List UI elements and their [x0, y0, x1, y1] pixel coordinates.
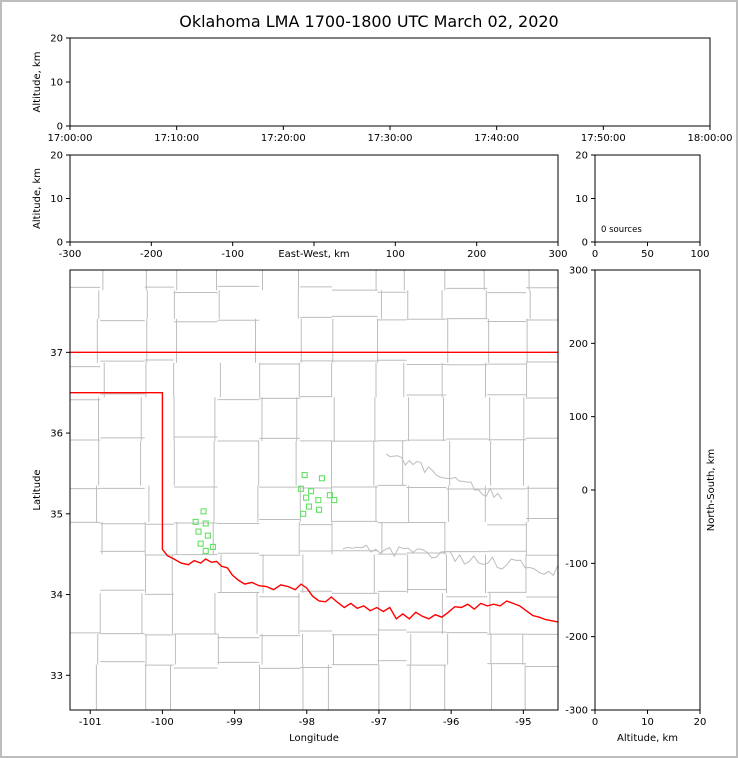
source-marker — [197, 540, 204, 547]
source-marker — [202, 520, 209, 527]
y-tick-label: -100 — [565, 559, 588, 570]
axes-box — [69, 269, 559, 711]
source-marker — [308, 488, 315, 495]
source-marker — [303, 494, 310, 501]
x-tick-label: 100 — [690, 249, 709, 260]
source-marker — [300, 510, 307, 517]
axes-box — [69, 37, 711, 127]
river-line — [385, 453, 503, 500]
x-tick-label: 18:00:00 — [688, 133, 733, 144]
source-marker — [209, 543, 216, 550]
x-tick-label: -200 — [140, 249, 163, 260]
state-border — [70, 351, 558, 623]
lightning-sources — [192, 472, 338, 555]
source-marker — [301, 472, 308, 479]
x-tick-label: 200 — [467, 249, 486, 260]
y-axis-label-right: North-South, km — [706, 449, 717, 532]
x-tick-label: 17:20:00 — [261, 133, 306, 144]
y-tick-label: -200 — [565, 632, 588, 643]
y-axis-label: Altitude, km — [32, 168, 43, 229]
source-marker — [326, 492, 333, 499]
state-border-west-south — [70, 392, 558, 623]
axes-box — [69, 154, 559, 243]
x-tick-label: 17:00:00 — [48, 133, 93, 144]
y-tick-label: 10 — [50, 194, 63, 205]
x-tick-label: 0 — [592, 249, 598, 260]
x-tick-label: 100 — [386, 249, 405, 260]
figure-title: Oklahoma LMA 1700-1800 UTC March 02, 202… — [179, 12, 559, 31]
x-axis-label: East-West, km — [278, 249, 349, 260]
source-marker — [204, 532, 211, 539]
x-tick-label: 0 — [592, 717, 598, 728]
source-marker — [202, 547, 209, 555]
x-tick-label: -96 — [443, 717, 459, 728]
x-tick-label: 17:40:00 — [474, 133, 519, 144]
source-marker — [315, 497, 322, 504]
panel-plan_map: -101 -100 -99 -98 -97 -96 -95 33 34 35 36 37 Longitu… — [32, 269, 559, 744]
y-axis-label: Latitude — [32, 469, 43, 510]
source-marker — [316, 506, 323, 513]
y-tick-label: 20 — [575, 151, 588, 162]
y-axis-label: Altitude, km — [32, 52, 43, 113]
y-tick-label: 0 — [57, 122, 63, 133]
map-content — [70, 270, 558, 710]
axes-box — [594, 154, 701, 243]
x-tick-label: -101 — [79, 717, 102, 728]
x-tick-label: -95 — [515, 717, 531, 728]
x-tick-label: -100 — [221, 249, 244, 260]
x-tick-label: 20 — [694, 717, 707, 728]
x-tick-label: 17:50:00 — [581, 133, 626, 144]
x-tick-label: -97 — [371, 717, 387, 728]
source-marker — [331, 497, 338, 504]
x-tick-label: 300 — [548, 249, 567, 260]
panel-time_height: 17:00:00 17:10:00 17:20:00 17:30:00 17:40:00… — [32, 34, 732, 145]
y-tick-label: -300 — [565, 706, 588, 717]
x-tick-label: -99 — [226, 717, 242, 728]
y-tick-label: 35 — [50, 509, 63, 520]
y-tick-label: 0 — [57, 238, 63, 249]
y-tick-label: 33 — [50, 671, 63, 682]
y-tick-label: 34 — [50, 590, 63, 601]
panel-alt_histogram: 0 50 100 0 10 20 0 sources — [575, 151, 709, 261]
y-tick-label: 0 — [582, 486, 588, 497]
panel-ns_height: 0 10 20 -300 -200 -100 0 100 200 300 Altitude, km N… — [565, 266, 717, 745]
x-tick-label: 17:10:00 — [154, 133, 199, 144]
sources-count-annotation: 0 sources — [601, 225, 642, 235]
source-marker — [192, 518, 199, 525]
x-tick-label: -300 — [59, 249, 82, 260]
x-tick-label: 10 — [641, 717, 654, 728]
x-tick-label: 50 — [641, 249, 654, 260]
y-tick-label: 10 — [575, 194, 588, 205]
river-line — [342, 544, 558, 577]
x-axis-label: Altitude, km — [617, 733, 678, 744]
y-tick-label: 36 — [50, 429, 63, 440]
y-tick-label: 10 — [50, 78, 63, 89]
county-boundaries — [70, 270, 558, 710]
y-tick-label: 37 — [50, 348, 63, 359]
x-axis-label: Longitude — [289, 733, 339, 744]
y-tick-label: 100 — [569, 412, 588, 423]
source-marker — [195, 528, 202, 535]
x-tick-label: -100 — [151, 717, 174, 728]
source-marker — [305, 503, 312, 510]
y-tick-label: 0 — [582, 238, 588, 249]
y-tick-label: 20 — [50, 34, 63, 45]
x-tick-label: 17:30:00 — [368, 133, 413, 144]
source-marker — [318, 475, 325, 482]
y-tick-label: 300 — [569, 266, 588, 277]
panel-ew_height: -300 -200 -100 100 200 300 0 10 20 East-West, km A… — [32, 151, 568, 261]
source-marker — [200, 508, 207, 515]
y-tick-label: 200 — [569, 339, 588, 350]
axes-box — [594, 269, 701, 711]
x-tick-label: -98 — [299, 717, 315, 728]
source-marker — [297, 485, 305, 492]
y-tick-label: 20 — [50, 151, 63, 162]
